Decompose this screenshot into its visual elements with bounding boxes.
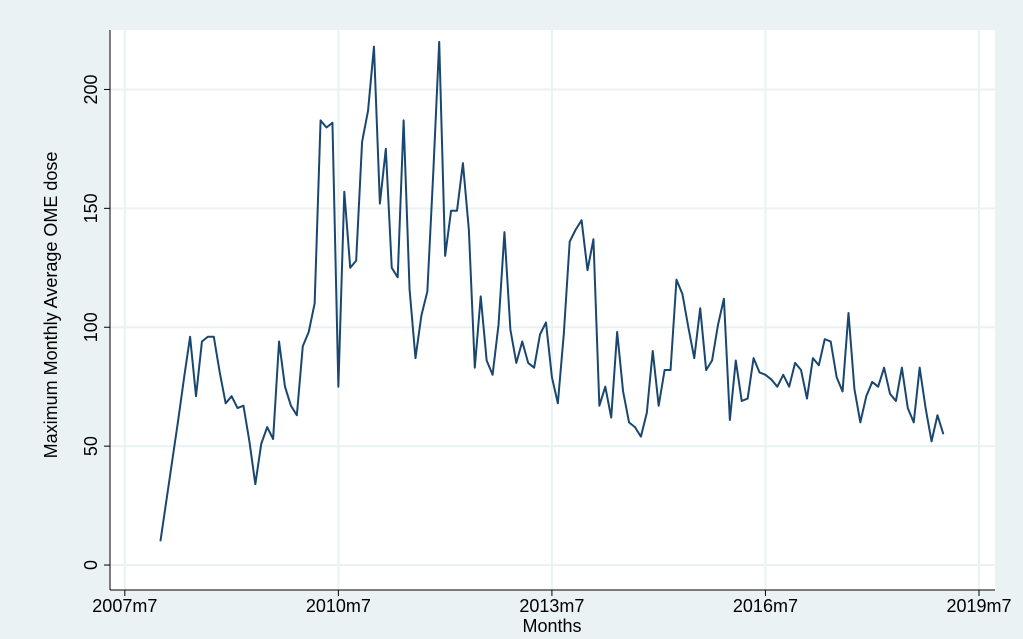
- y-tick-label: 50: [81, 436, 101, 456]
- x-tick-label: 2007m7: [92, 596, 157, 616]
- data-line: [159, 40, 945, 542]
- x-axis-label: Months: [522, 616, 581, 636]
- y-tick-label: 0: [81, 560, 101, 570]
- x-tick-label: 2013m7: [519, 596, 584, 616]
- y-tick-label: 100: [81, 312, 101, 342]
- x-tick-label: 2019m7: [946, 596, 1011, 616]
- y-axis-label: Maximum Monthly Average OME dose: [41, 152, 61, 459]
- x-tick-label: 2016m7: [733, 596, 798, 616]
- y-tick-label: 200: [81, 74, 101, 104]
- y-tick-label: 150: [81, 193, 101, 223]
- x-tick-label: 2010m7: [306, 596, 371, 616]
